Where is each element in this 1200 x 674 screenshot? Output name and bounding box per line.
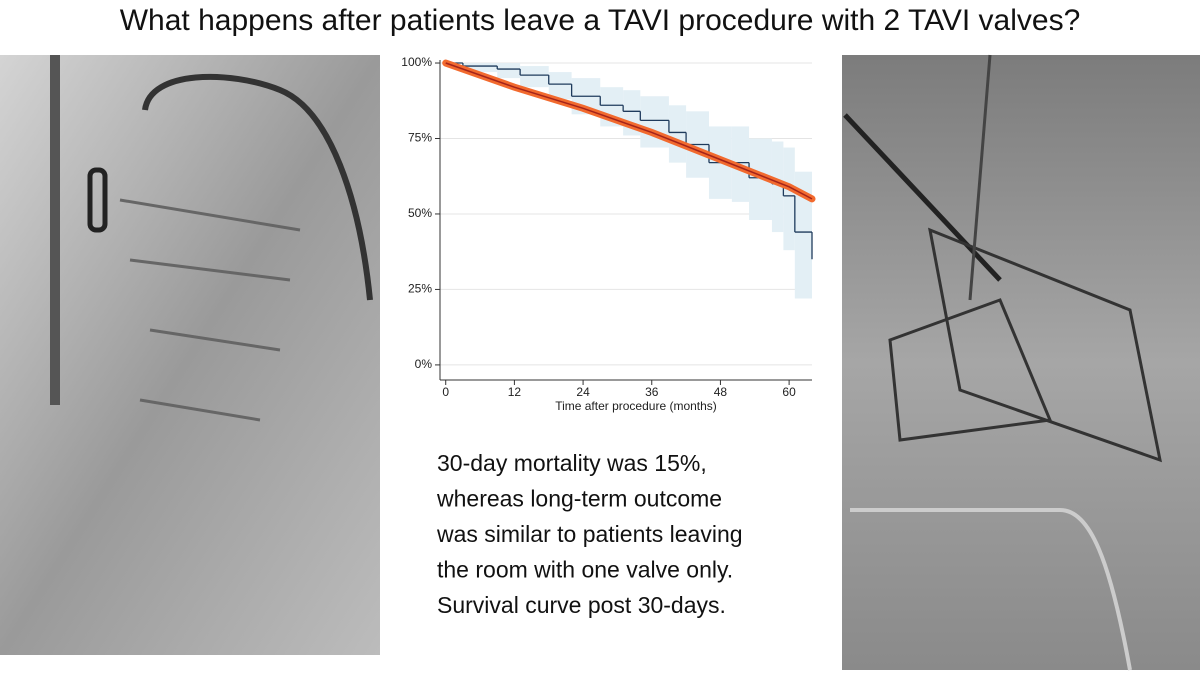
chart: 0% 25% 50% 75% 100% 0 12 24 36 48 60 Time after pro…	[400, 55, 820, 425]
note-line: 30-day mortality was 15%,	[437, 450, 707, 476]
x-axis-label: Time after procedure (months)	[555, 399, 717, 413]
ci-band	[520, 66, 549, 88]
ci-band	[668, 105, 687, 163]
ci-band	[497, 63, 521, 79]
xray-left	[0, 55, 380, 655]
survival-curve-center	[445, 62, 813, 200]
y-tick-label: 75%	[408, 131, 432, 145]
note-line: was similar to patients leaving	[436, 521, 743, 547]
y-tick-label: 0%	[415, 357, 433, 371]
y-tick-label: 50%	[408, 206, 432, 220]
x-tick-label: 12	[508, 385, 522, 399]
x-tick-label: 48	[714, 385, 728, 399]
ci-band	[771, 141, 784, 233]
slide-title: What happens after patients leave a TAVI…	[120, 4, 1081, 37]
x-tick-label: 36	[645, 385, 659, 399]
ci-band	[548, 72, 572, 100]
ci-band	[749, 138, 772, 220]
ci-band	[794, 171, 812, 299]
note-line: whereas long-term outcome	[436, 486, 722, 512]
ci-band	[462, 63, 498, 73]
y-tick-label: 100%	[401, 55, 432, 69]
x-tick-label: 0	[442, 385, 449, 399]
xray-right	[842, 54, 1200, 671]
note-line: Survival curve post 30-days.	[437, 592, 726, 618]
note: 30-day mortality was 15%, whereas long-te…	[436, 450, 743, 618]
note-line: the room with one valve only.	[437, 557, 733, 583]
y-tick-label: 25%	[408, 282, 432, 296]
x-tick-label: 24	[576, 385, 590, 399]
x-tick-label: 60	[782, 385, 796, 399]
ci-band	[783, 147, 795, 251]
